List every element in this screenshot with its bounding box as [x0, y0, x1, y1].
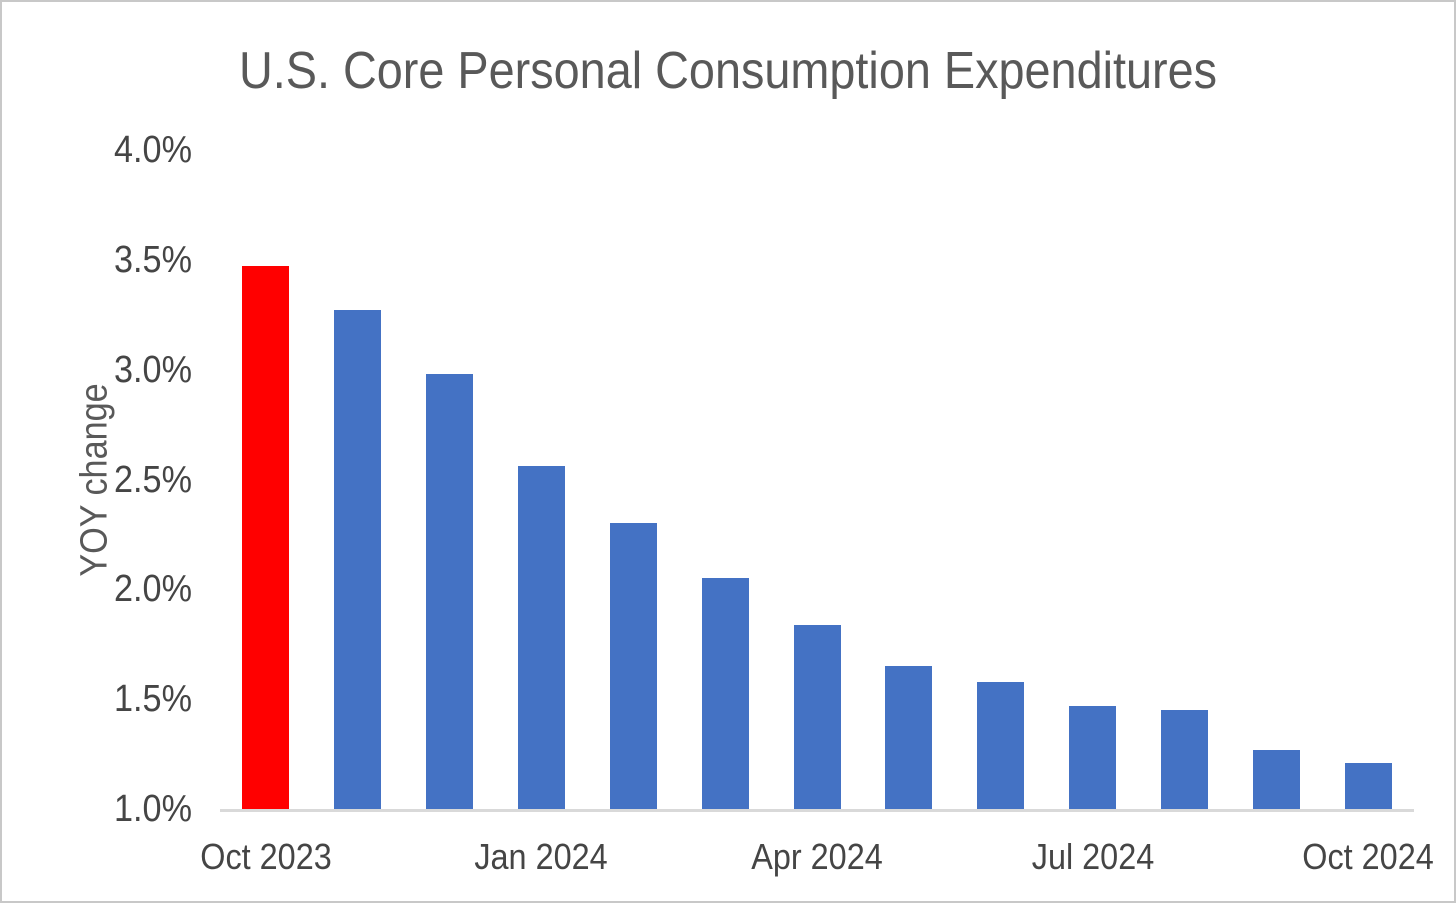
- bar-jan-2024: [517, 466, 565, 809]
- bar-apr-2024: [793, 624, 841, 809]
- bar-oct-2024: [1344, 762, 1392, 809]
- bar-nov-2023: [334, 310, 382, 809]
- y-tick-label: 4.0%: [114, 129, 192, 171]
- bar-sep-2024: [1252, 749, 1300, 809]
- x-axis-line: [220, 809, 1414, 812]
- y-tick-label: 1.0%: [114, 788, 192, 830]
- x-tick-label: Jan 2024: [474, 836, 609, 877]
- plot-area: [220, 150, 1414, 809]
- x-tick-label: Oct 2023: [200, 836, 332, 877]
- y-tick-label: 3.0%: [114, 348, 192, 391]
- bar-mar-2024: [701, 578, 749, 809]
- bar-dec-2023: [426, 374, 474, 809]
- bar-jul-2024: [1069, 705, 1117, 809]
- y-tick-label: 2.0%: [114, 568, 192, 611]
- bar-jun-2024: [977, 681, 1025, 809]
- bar-feb-2024: [609, 523, 657, 809]
- bar-may-2024: [885, 666, 933, 809]
- bar-aug-2024: [1160, 710, 1208, 809]
- bar-oct-2023: [242, 266, 290, 809]
- chart-title: U.S. Core Personal Consumption Expenditu…: [238, 42, 1218, 100]
- x-tick-label: Jul 2024: [1031, 836, 1154, 877]
- x-tick-label: Apr 2024: [751, 836, 883, 877]
- y-tick-label: 2.5%: [114, 458, 192, 501]
- y-tick-label: 1.5%: [114, 678, 192, 721]
- x-tick-label: Oct 2024: [1302, 836, 1434, 877]
- y-tick-label: 3.5%: [114, 238, 192, 281]
